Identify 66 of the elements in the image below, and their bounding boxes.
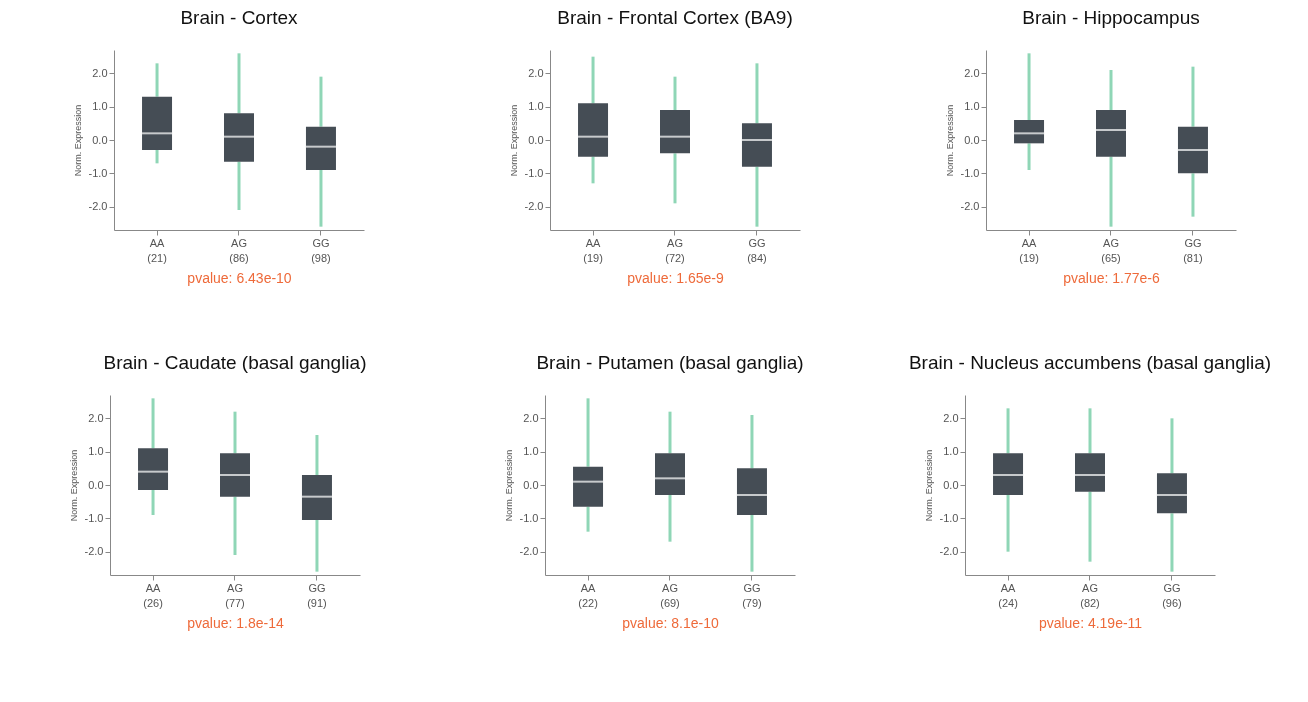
x-tick-label: AG (69): [660, 581, 680, 609]
y-tick-label: -1.0: [84, 511, 104, 524]
y-tick-label: -2.0: [960, 200, 979, 213]
y-tick-label: -1.0: [939, 511, 959, 524]
x-tick-label: AA (19): [1018, 236, 1039, 264]
y-tick-label: 2.0: [943, 411, 959, 424]
text: pvalue: 1.65e-9: [626, 269, 724, 286]
x-tick-label: GG (81): [1182, 236, 1203, 264]
y-tick-label: 0.0: [527, 133, 543, 146]
y-tick-label: 0.0: [523, 478, 539, 491]
text: pvalue: 6.43e-10: [186, 269, 292, 286]
chart-title: Brain - Cortex: [179, 7, 298, 28]
y-axis-title: Norm. Expression: [72, 104, 83, 177]
x-tick-label: AA (26): [143, 581, 163, 609]
x-tick-label: AG (82): [1080, 581, 1100, 609]
x-tick-label: AG (86): [228, 236, 249, 264]
x-tick-label: AG (77): [225, 581, 245, 609]
y-tick-label: 1.0: [88, 445, 104, 458]
y-tick-label: 1.0: [91, 100, 107, 113]
y-tick-label: 1.0: [963, 100, 979, 113]
x-tick-label: GG (98): [310, 236, 331, 264]
x-tick-label: AA (22): [578, 581, 598, 609]
chart-title: Brain - Caudate (basal ganglia): [103, 352, 367, 373]
y-tick-label: -1.0: [960, 166, 979, 179]
y-tick-label: 0.0: [943, 478, 959, 491]
y-axis-title: Norm. Expression: [68, 449, 79, 522]
y-tick-label: 0.0: [88, 478, 104, 491]
y-tick-label: -2.0: [524, 200, 543, 213]
chart-title: Brain - Putamen (basal ganglia): [536, 352, 804, 373]
text: pvalue: 1.77e-6: [1062, 269, 1160, 286]
y-tick-label: -1.0: [524, 166, 543, 179]
y-tick-label: -1.0: [519, 511, 539, 524]
x-tick-label: AG (65): [1100, 236, 1121, 264]
y-tick-label: 2.0: [91, 66, 107, 79]
x-tick-label: GG (96): [1162, 581, 1182, 609]
x-tick-label: AA (21): [146, 236, 167, 264]
y-tick-label: 1.0: [943, 445, 959, 458]
text: pvalue: 1.8e-14: [187, 614, 284, 631]
y-tick-label: -2.0: [88, 200, 107, 213]
text: pvalue: 4.19e-11: [1038, 614, 1143, 631]
y-tick-label: 1.0: [523, 445, 539, 458]
y-tick-label: -2.0: [939, 545, 959, 558]
chart-title: Brain - Nucleus accumbens (basal ganglia): [908, 352, 1272, 373]
text: pvalue: 8.1e-10: [622, 614, 719, 631]
y-tick-label: -1.0: [88, 166, 107, 179]
chart-title: Brain - Hippocampus: [1021, 7, 1200, 28]
x-tick-label: GG (91): [307, 581, 327, 609]
chart-title: Brain - Frontal Cortex (BA9): [556, 7, 793, 28]
y-tick-label: 2.0: [963, 66, 979, 79]
x-tick-label: AA (19): [582, 236, 603, 264]
x-tick-label: GG (84): [746, 236, 767, 264]
y-axis-title: Norm. Expression: [923, 449, 934, 522]
y-tick-label: 2.0: [527, 66, 543, 79]
y-tick-label: 0.0: [91, 133, 107, 146]
y-tick-label: 2.0: [523, 411, 539, 424]
x-tick-label: GG (79): [742, 581, 762, 609]
y-tick-label: 1.0: [527, 100, 543, 113]
y-tick-label: -2.0: [84, 545, 104, 558]
x-tick-label: AG (72): [664, 236, 685, 264]
x-tick-label: AA (24): [998, 581, 1018, 609]
y-tick-label: -2.0: [519, 545, 539, 558]
y-axis-title: Norm. Expression: [508, 104, 519, 177]
y-tick-label: 2.0: [88, 411, 104, 424]
y-tick-label: 0.0: [963, 133, 979, 146]
y-axis-title: Norm. Expression: [944, 104, 955, 177]
y-axis-title: Norm. Expression: [503, 449, 514, 522]
